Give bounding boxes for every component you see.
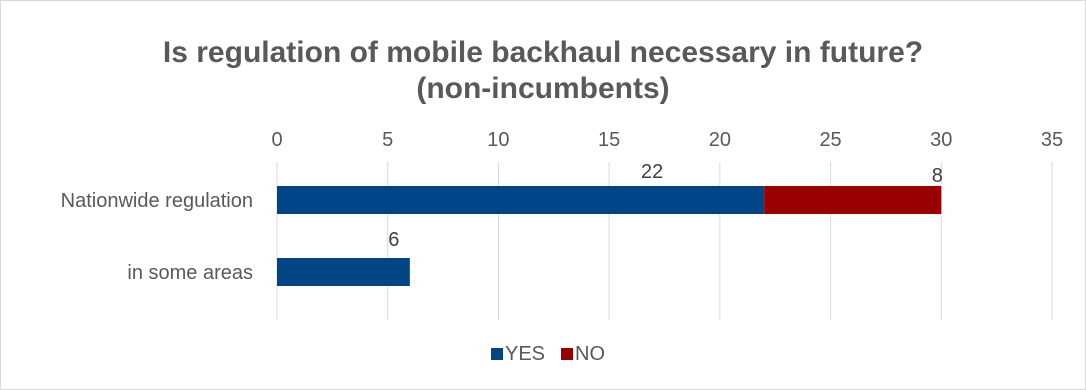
legend-swatch-no (561, 348, 573, 360)
legend-label-yes: YES (505, 343, 545, 365)
data-label-1-0: 8 (932, 165, 943, 187)
category-label-1: in some areas (127, 262, 253, 284)
category-label-0: Nationwide regulation (61, 190, 253, 212)
x-tick-label-2: 10 (487, 129, 509, 151)
bar-no-0 (764, 186, 942, 214)
bar-yes-0 (277, 186, 765, 214)
data-label-0-0: 22 (641, 161, 663, 183)
bar-yes-1 (277, 258, 410, 286)
data-label-0-1: 6 (388, 229, 399, 251)
x-tick-label-7: 35 (1041, 129, 1063, 151)
x-tick-label-5: 25 (819, 129, 841, 151)
x-tick-label-6: 30 (930, 129, 952, 151)
legend-swatch-yes (491, 348, 503, 360)
x-tick-label-1: 5 (382, 129, 393, 151)
x-tick-label-0: 0 (271, 129, 282, 151)
x-tick-label-4: 20 (709, 129, 731, 151)
chart-title-line-2: (non-incumbents) (416, 72, 669, 105)
legend-label-no: NO (575, 343, 605, 365)
chart-title-line-1: Is regulation of mobile backhaul necessa… (163, 36, 923, 69)
x-tick-label-3: 15 (598, 129, 620, 151)
